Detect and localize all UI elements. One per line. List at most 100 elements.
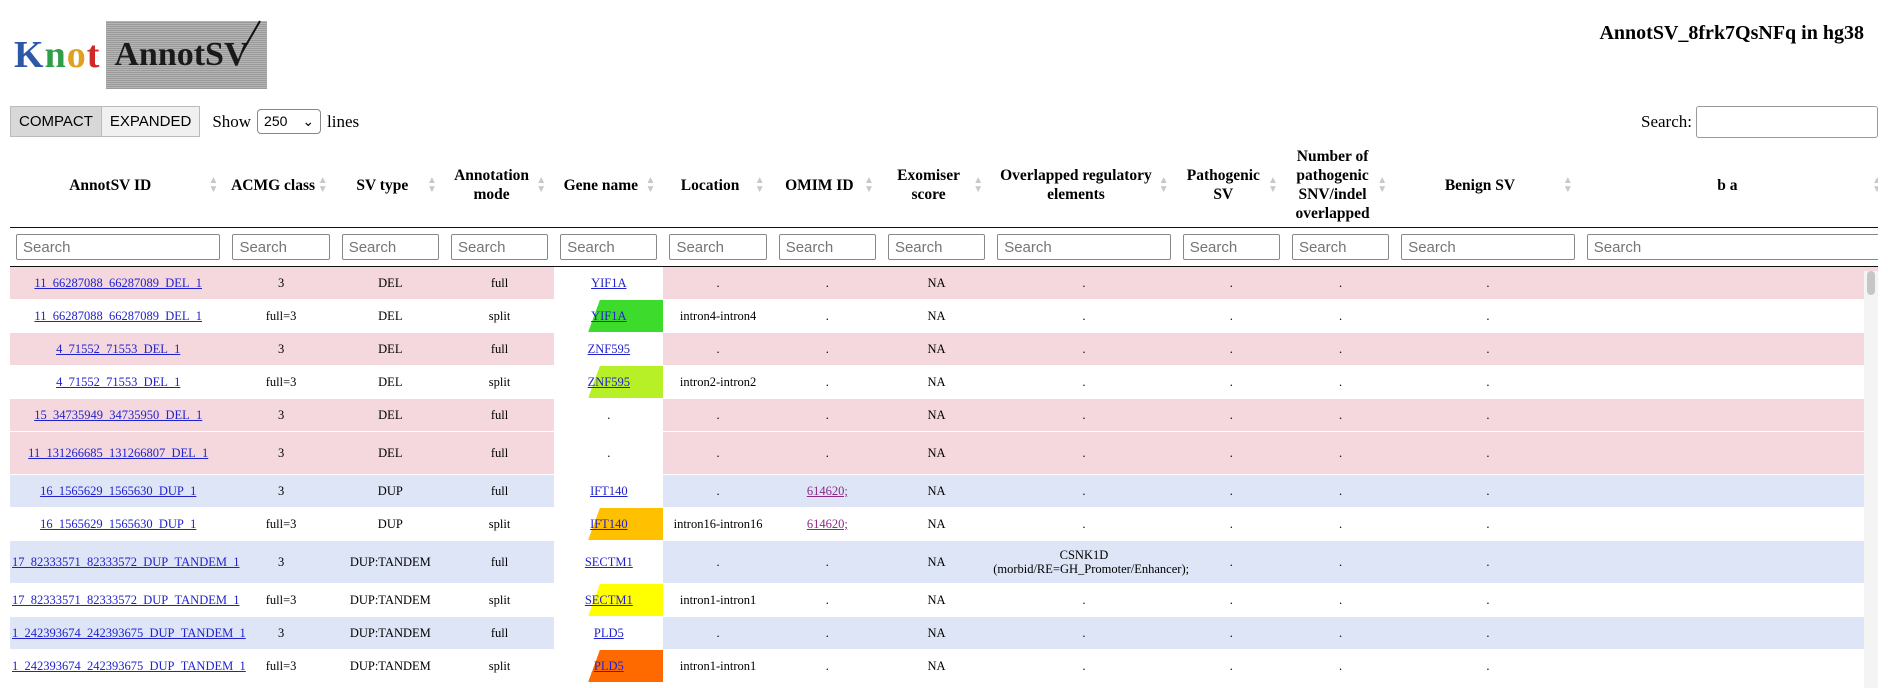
table-row[interactable]: 17_82333571_82333572_DUP_TANDEM_1 3 DUP:TA… xyxy=(10,540,1878,584)
sort-icon[interactable]: ▲ ▼ xyxy=(536,175,547,195)
sort-icon[interactable]: ▲ ▼ xyxy=(864,175,874,195)
sort-icon[interactable]: ▲ ▼ xyxy=(1158,175,1169,195)
table-row[interactable]: 16_1565629_1565630_DUP_1 3 DUP full IFT140. 6… xyxy=(10,474,1878,508)
omim-link[interactable]: 614620; xyxy=(806,483,848,498)
table-row[interactable]: 11_66287088_66287089_DEL_1 3 DEL full YIF1A.… xyxy=(10,266,1878,300)
table-row[interactable]: 1_242393674_242393675_DUP_TANDEM_1 3 DUP:T… xyxy=(10,616,1878,650)
column-header[interactable]: Exomiser score ▲ ▼ xyxy=(881,143,992,228)
cell-extra xyxy=(1580,431,1878,475)
gene-empty: . xyxy=(607,407,611,422)
column-search-input[interactable] xyxy=(778,234,876,260)
search-input[interactable] xyxy=(1696,106,1878,138)
sv-id-link[interactable]: 11_66287088_66287089_DEL_1 xyxy=(34,275,203,290)
column-header[interactable]: Gene name ▲ ▼ xyxy=(554,143,664,228)
column-search-input[interactable] xyxy=(341,234,439,260)
column-header[interactable]: Overlapped regulatory elements ▲ ▼ xyxy=(991,143,1177,228)
cell-acmg: 3 xyxy=(226,474,336,508)
table-row[interactable]: 11_66287088_66287089_DEL_1 full=3 DEL split… xyxy=(10,299,1878,333)
gene-link[interactable]: PLD5 xyxy=(593,625,624,640)
sort-icon[interactable]: ▲ ▼ xyxy=(317,175,328,195)
sv-id-link[interactable]: 16_1565629_1565630_DUP_1 xyxy=(40,483,197,498)
cell-path-snv: . xyxy=(1285,616,1396,650)
compact-button[interactable]: COMPACT xyxy=(10,106,102,137)
table-row[interactable]: 11_131266685_131266807_DEL_1 3 DEL full... N… xyxy=(10,431,1878,475)
column-search-input[interactable] xyxy=(669,234,767,260)
column-header[interactable]: OMIM ID ▲ ▼ xyxy=(772,143,882,228)
gene-link[interactable]: PLD5 xyxy=(593,658,624,673)
sort-icon[interactable]: ▲ ▼ xyxy=(427,175,437,195)
expanded-button[interactable]: EXPANDED xyxy=(101,106,201,137)
gene-link[interactable]: IFT140 xyxy=(590,516,628,531)
table-row[interactable]: 1_242393674_242393675_DUP_TANDEM_1 full=3… xyxy=(10,649,1878,683)
sv-id-link[interactable]: 11_66287088_66287089_DEL_1 xyxy=(34,308,203,323)
gene-link[interactable]: ZNF595 xyxy=(587,374,630,389)
table-row[interactable]: 15_34735949_34735950_DEL_1 3 DEL full... NA.… xyxy=(10,398,1878,432)
sv-id-link[interactable]: 17_82333571_82333572_DUP_TANDEM_1 xyxy=(12,592,240,607)
sv-id-link[interactable]: 4_71552_71553_DEL_1 xyxy=(56,341,181,356)
column-header[interactable]: Annotation mode ▲ ▼ xyxy=(444,143,555,228)
table-row[interactable]: 4_71552_71553_DEL_1 full=3 DEL split ZNF595 i… xyxy=(10,365,1878,399)
column-header[interactable]: ACMG class ▲ ▼ xyxy=(226,143,336,228)
sort-icon[interactable]: ▲ ▼ xyxy=(1268,175,1278,195)
column-search-input[interactable] xyxy=(1291,234,1390,260)
column-search-input[interactable] xyxy=(887,234,986,260)
cell-extra xyxy=(1580,299,1878,333)
sort-icon[interactable]: ▲ ▼ xyxy=(754,175,765,195)
column-header-label: Pathogenic SV xyxy=(1186,167,1260,203)
column-header[interactable]: SV type ▲ ▼ xyxy=(335,143,445,228)
column-header[interactable]: Benign SV ▲ ▼ xyxy=(1395,143,1581,228)
gene-link[interactable]: SECTM1 xyxy=(584,554,633,569)
sort-icon[interactable]: ▲ ▼ xyxy=(973,175,984,195)
cell-omim: . xyxy=(772,332,882,366)
lines-select[interactable]: 250 ⌄ xyxy=(257,109,322,134)
sv-id-link[interactable]: 17_82333571_82333572_DUP_TANDEM_1 xyxy=(12,554,240,569)
sv-id-link[interactable]: 11_131266685_131266807_DEL_1 xyxy=(28,445,209,460)
logo: Knot AnnotSV xyxy=(14,20,267,89)
sv-id-link[interactable]: 1_242393674_242393675_DUP_TANDEM_1 xyxy=(12,625,246,640)
column-header-label: Exomiser score xyxy=(897,167,960,203)
table-row[interactable]: 17_82333571_82333572_DUP_TANDEM_1 full=3 D… xyxy=(10,583,1878,617)
column-search-input[interactable] xyxy=(1401,234,1575,260)
sv-id-link[interactable]: 16_1565629_1565630_DUP_1 xyxy=(40,516,197,531)
column-search-input[interactable] xyxy=(1586,234,1878,260)
cell-path-snv: . xyxy=(1285,365,1396,399)
column-header[interactable]: Location ▲ ▼ xyxy=(663,143,773,228)
column-header[interactable]: Number of pathogenic SNV/indel overlappe… xyxy=(1285,143,1396,228)
sv-id-link[interactable]: 1_242393674_242393675_DUP_TANDEM_1 xyxy=(12,658,246,673)
sort-icon[interactable]: ▲ ▼ xyxy=(1562,175,1573,195)
gene-link[interactable]: SECTM1 xyxy=(584,592,633,607)
gene-link[interactable]: ZNF595 xyxy=(587,341,630,356)
table-row[interactable]: 16_1565629_1565630_DUP_1 full=3 DUP split IF… xyxy=(10,507,1878,541)
gene-link[interactable]: YIF1A xyxy=(591,308,627,323)
column-search-input[interactable] xyxy=(16,234,221,260)
column-header[interactable]: AnnotSV ID ▲ ▼ xyxy=(10,143,227,228)
column-search-input[interactable] xyxy=(1182,234,1280,260)
cell-omim: . xyxy=(772,616,882,650)
sv-id-link[interactable]: 4_71552_71553_DEL_1 xyxy=(56,374,181,389)
column-header[interactable]: Pathogenic SV ▲ ▼ xyxy=(1176,143,1286,228)
gene-color-swatch xyxy=(554,584,664,616)
cell-exomiser: NA xyxy=(881,266,992,300)
cell-exomiser: NA xyxy=(881,474,992,508)
sv-id-link[interactable]: 15_34735949_34735950_DEL_1 xyxy=(34,407,203,422)
vertical-scrollbar[interactable] xyxy=(1864,271,1878,688)
gene-link[interactable]: IFT140 xyxy=(590,483,628,498)
column-search-input[interactable] xyxy=(232,234,330,260)
column-header-label: AnnotSV ID xyxy=(69,176,152,194)
cell-benign: . xyxy=(1395,398,1581,432)
sort-icon[interactable]: ▲ ▼ xyxy=(208,175,219,195)
column-search-input[interactable] xyxy=(997,234,1171,260)
table-row[interactable]: 4_71552_71553_DEL_1 3 DEL full ZNF595.. NA...… xyxy=(10,332,1878,366)
column-header-label: Annotation mode xyxy=(454,167,530,203)
sort-icon[interactable]: ▲ ▼ xyxy=(645,175,656,195)
gene-link[interactable]: YIF1A xyxy=(591,275,627,290)
column-header[interactable]: b a ▲ ▼ xyxy=(1580,143,1878,228)
omim-link[interactable]: 614620; xyxy=(806,516,848,531)
cell-location: intron16-intron16 xyxy=(663,507,773,541)
column-search-input[interactable] xyxy=(560,234,658,260)
scrollbar-thumb[interactable] xyxy=(1867,271,1875,295)
cell-path-sv: . xyxy=(1176,474,1286,508)
sort-icon[interactable]: ▲ ▼ xyxy=(1872,175,1878,195)
column-search-input[interactable] xyxy=(450,234,549,260)
sort-icon[interactable]: ▲ ▼ xyxy=(1377,175,1388,195)
